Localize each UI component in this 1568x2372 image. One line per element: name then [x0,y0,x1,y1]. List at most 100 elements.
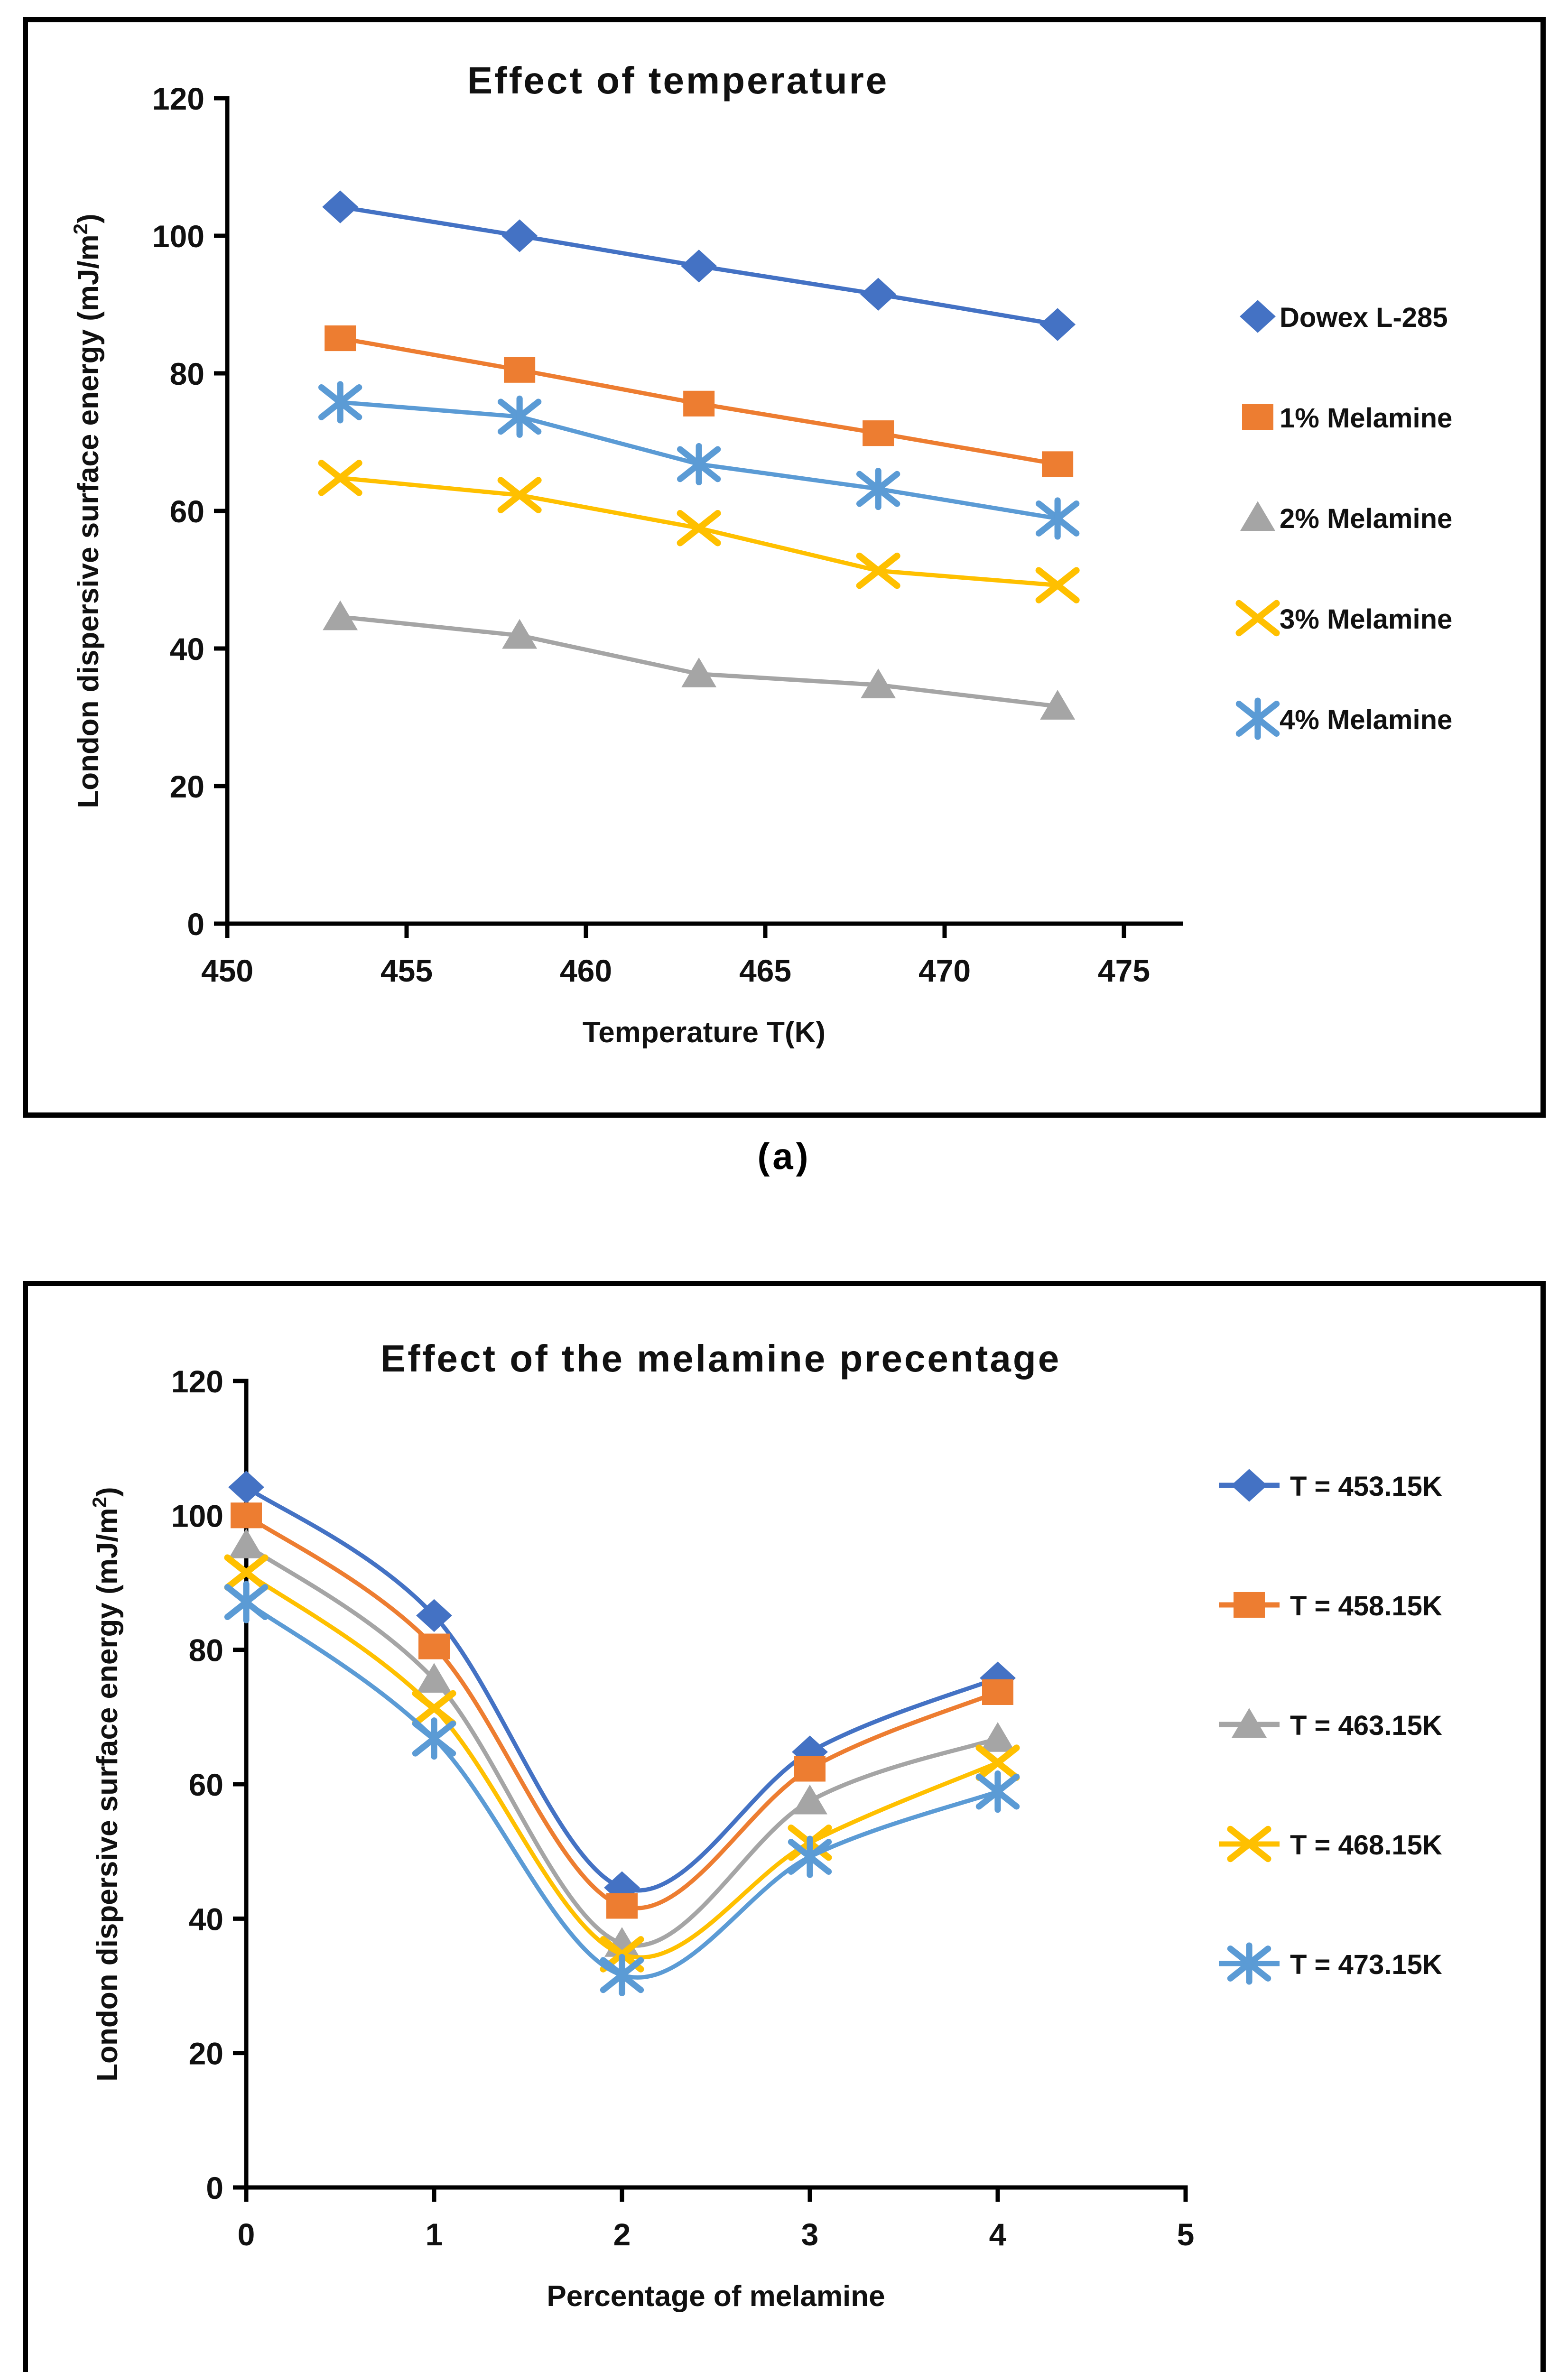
triangle-icon [792,1784,827,1815]
square-icon [606,1893,638,1919]
data-point-marker-triangle [861,668,896,698]
data-point-marker-triangle [681,658,717,687]
y-tick-label: 120 [171,1364,223,1399]
data-point-marker-x [1035,567,1080,603]
data-point-marker-x [318,460,362,496]
x-tick-label: 465 [739,953,791,988]
legend-item-4[interactable]: 3% Melamine [1235,600,1452,637]
data-point-marker-asterisk [856,468,900,510]
square-icon [982,1679,1013,1705]
series-5 [318,381,1080,540]
square-icon [231,1502,262,1529]
data-point-marker-square [863,420,894,446]
data-point-marker-asterisk [677,443,721,485]
legend-item-1[interactable]: T = 453.15K [1219,1469,1442,1502]
triangle-icon [1232,1708,1267,1738]
y-tick-label: 60 [189,1767,223,1802]
x-tick-label: 1 [426,2217,443,2252]
x-tick-label: 475 [1098,953,1150,988]
data-point-marker-square [794,1756,826,1782]
x-icon-stroke [856,552,900,589]
data-point-marker-square [1242,404,1273,430]
series-line-2 [244,1513,1000,1910]
data-point-marker-asterisk [497,395,542,438]
legend-item-3[interactable]: T = 463.15K [1219,1708,1442,1741]
data-point-marker-triangle [502,619,538,649]
x-tick-label: 470 [919,953,971,988]
data-point-marker-x [497,477,542,513]
square-icon [504,357,536,383]
series-line-1 [244,1485,1000,1893]
square-icon [1042,451,1074,477]
legend-item-5[interactable]: T = 473.15K [1219,1942,1442,1985]
y-axis-label: London dispersive surface energy (mJ/m2) [69,213,105,808]
y-tick-label: 0 [187,907,204,942]
diamond-icon [860,278,897,311]
chart-panel-a: Effect of temperature 0 20 40 60 80 100 120 450 4… [23,17,1546,1118]
data-point-marker-asterisk [224,1581,269,1623]
data-point-marker-x [975,1744,1020,1781]
series-3 [323,600,1076,720]
legend-item-1[interactable]: Dowex L-285 [1240,300,1448,333]
y-tick-label: 0 [206,2170,223,2205]
diamond-icon [604,1871,640,1904]
triangle-icon [502,619,538,649]
data-point-marker-x [412,1690,456,1727]
data-point-marker-asterisk [1235,697,1280,740]
data-point-marker-square [982,1679,1013,1705]
diamond-icon [322,190,359,223]
data-point-marker-triangle [417,1663,452,1693]
data-point-marker-square [1234,1592,1265,1618]
x-tick-label: 450 [201,953,253,988]
data-point-marker-diamond [1231,1469,1267,1502]
data-point-marker-square [1042,451,1074,477]
x-tick-label: 455 [380,953,433,988]
y-axis-label-text: London dispersive surface energy (mJ/m2) [88,1487,124,2081]
data-point-marker-triangle [792,1784,827,1815]
series-3 [229,1529,1015,1957]
y-tick-label: 120 [152,81,204,116]
diamond-icon [1039,308,1076,341]
data-point-marker-square [231,1502,262,1529]
series-1 [322,190,1076,341]
diamond-icon [228,1471,264,1504]
series-line-5 [244,1600,1000,1980]
data-point-marker-asterisk [600,1954,644,1996]
square-icon [683,390,715,417]
legend-label-2: T = 458.15K [1290,1591,1442,1621]
data-point-marker-x [856,552,900,589]
series-2 [231,1502,1013,1919]
data-point-marker-diamond [501,219,538,252]
legend-item-2[interactable]: 1% Melamine [1242,403,1452,434]
legend-label-1: Dowex L-285 [1280,302,1448,333]
data-point-marker-asterisk [318,381,362,424]
diamond-icon [1240,300,1276,333]
x-icon-stroke [1235,600,1280,637]
data-point-marker-triangle [980,1722,1015,1752]
square-icon [1234,1592,1265,1618]
x-tick-label: 5 [1177,2217,1195,2252]
x-tick-label: 460 [560,953,612,988]
data-point-marker-triangle [1040,690,1076,720]
y-tick-label: 60 [170,494,204,529]
legend-item-2[interactable]: T = 458.15K [1219,1591,1442,1621]
x-icon-stroke [412,1690,456,1727]
effect-of-melamine-percentage-chart: Effect of the melamine precentage0204060… [88,1337,1442,2313]
legend-item-5[interactable]: 4% Melamine [1235,697,1452,740]
data-point-marker-diamond [604,1871,640,1904]
data-point-marker-square [606,1893,638,1919]
legend-label-1: T = 453.15K [1290,1471,1442,1502]
data-point-marker-asterisk [1035,497,1080,540]
chart-title: Effect of temperature [467,59,889,102]
series-4 [318,460,1080,603]
data-point-marker-diamond [681,250,717,283]
data-point-marker-square [504,357,536,383]
square-icon [325,325,356,352]
diamond-icon [681,250,717,283]
square-icon [794,1756,826,1782]
legend-item-3[interactable]: 2% Melamine [1240,501,1452,534]
series-2 [325,325,1074,477]
legend-item-4[interactable]: T = 468.15K [1219,1825,1442,1862]
data-point-marker-square [683,390,715,417]
